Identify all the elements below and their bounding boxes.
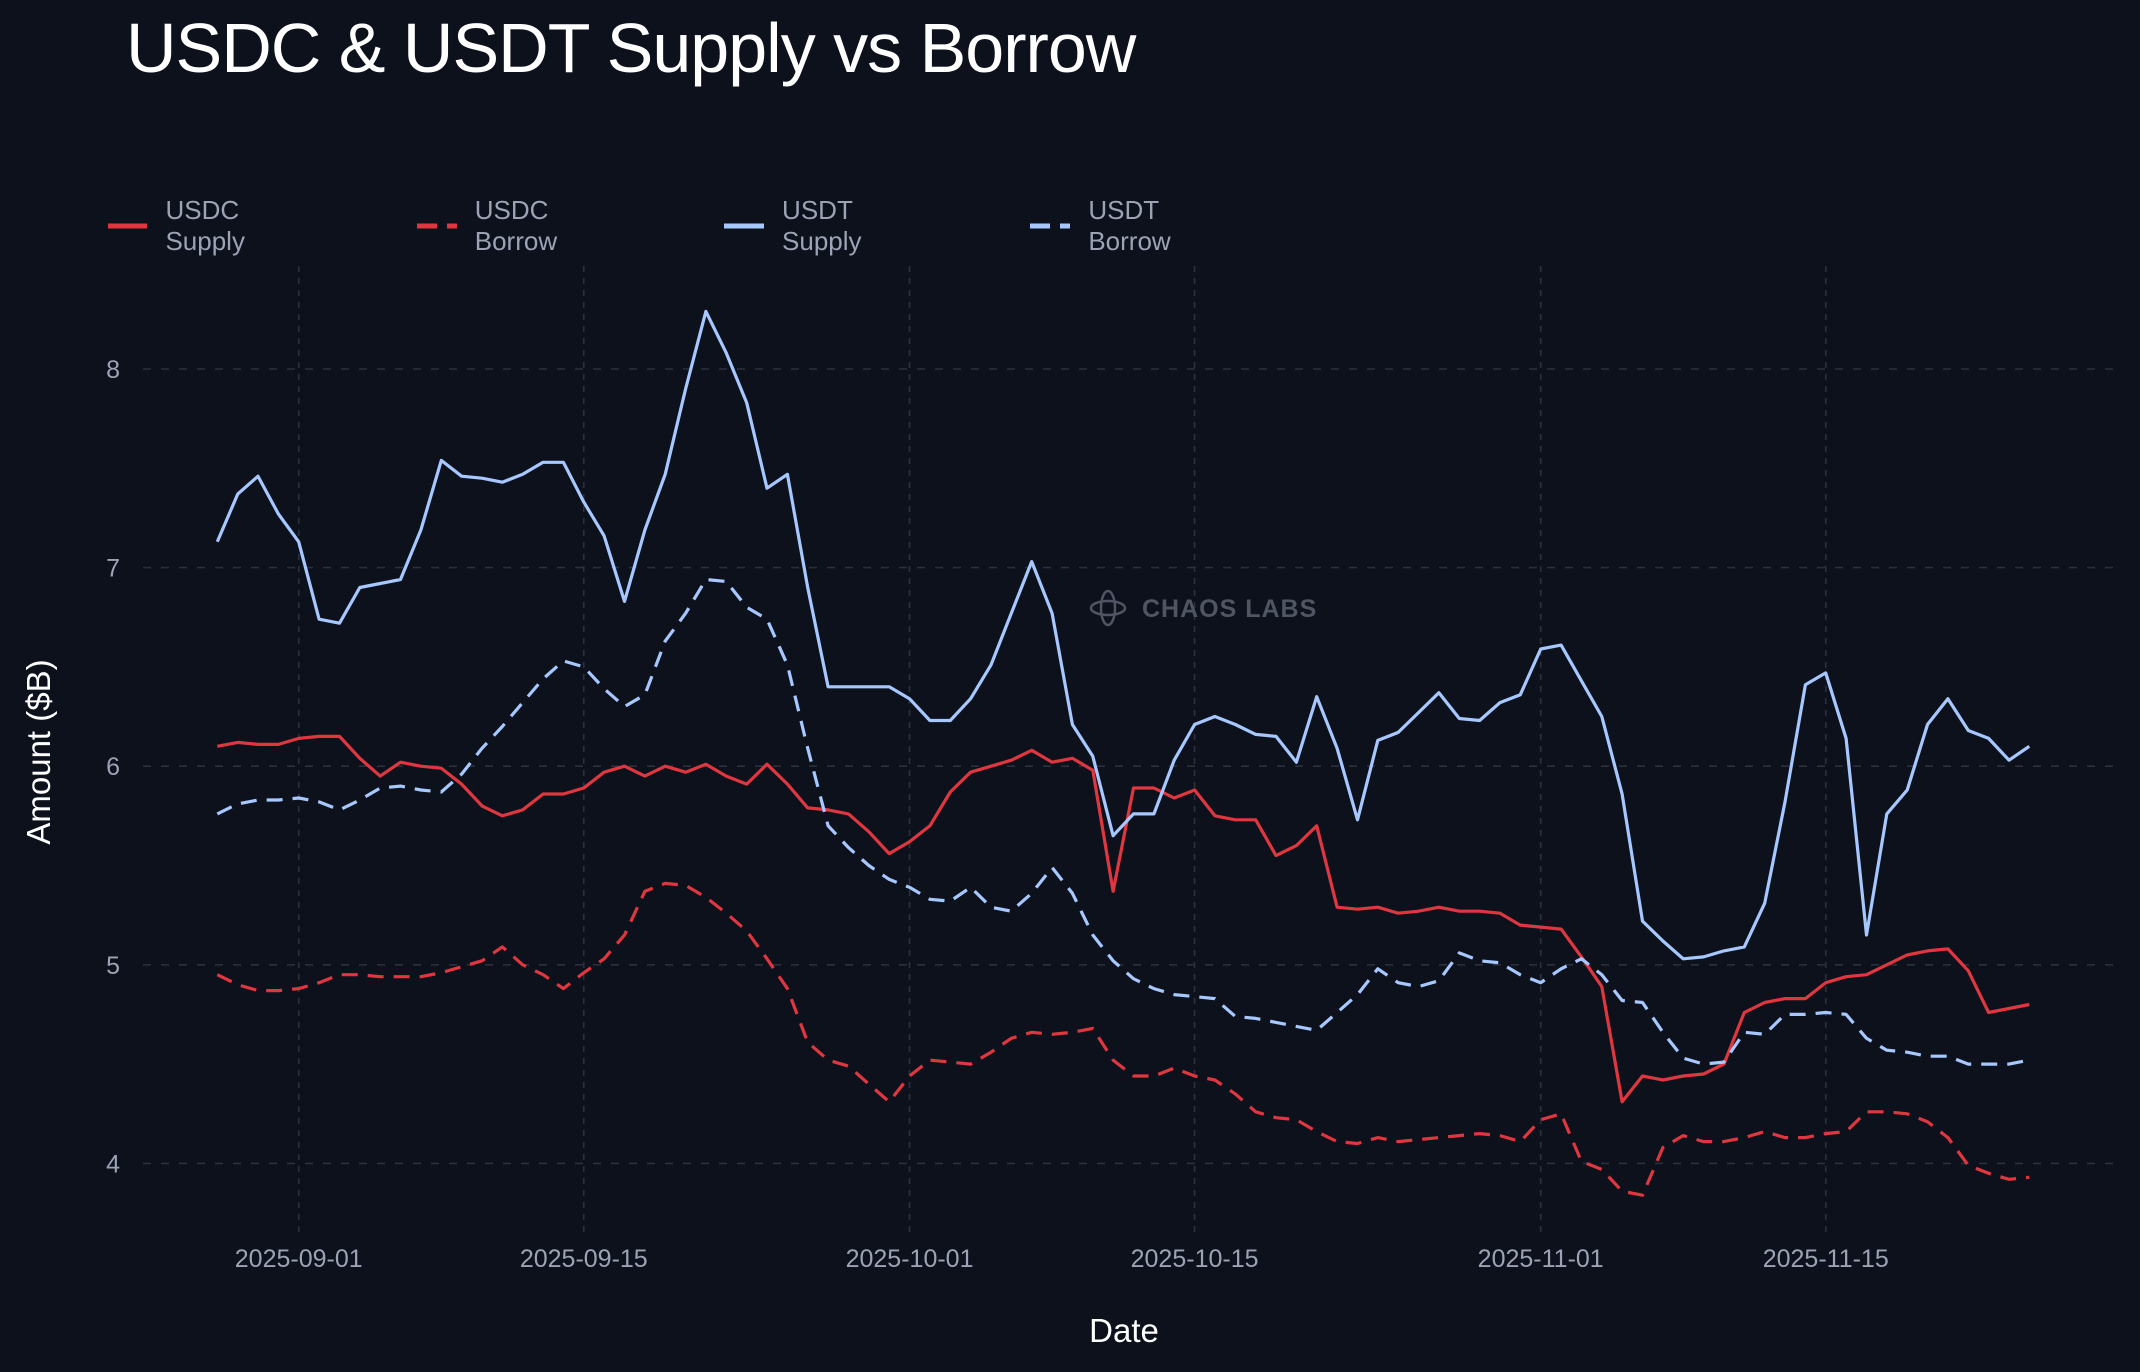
watermark-text: CHAOS LABS xyxy=(1142,595,1317,623)
legend-item-usdc-borrow[interactable]: USDC Borrow xyxy=(417,195,579,256)
watermark: CHAOS LABS xyxy=(1089,589,1317,627)
chaos-labs-logo-icon xyxy=(1089,589,1127,627)
series-line-usdt-supply xyxy=(215,309,2031,961)
legend-item-usdt-borrow[interactable]: USDT Borrow xyxy=(1030,195,1192,256)
legend-label: USDT Borrow xyxy=(1088,195,1171,256)
x-tick-label: 2025-10-01 xyxy=(846,1245,974,1273)
legend-label: USDT Supply xyxy=(782,195,862,256)
series-lines xyxy=(215,309,2031,1197)
legend-swatch-dashed xyxy=(1030,223,1071,229)
legend-label: USDC Borrow xyxy=(474,195,558,256)
legend-item-usdc-supply[interactable]: USDC Supply xyxy=(108,195,268,256)
legend-swatch-solid xyxy=(108,223,148,229)
y-axis-title: Amount ($B) xyxy=(20,659,57,844)
x-tick-labels: 2025-09-01 2025-09-15 2025-10-01 2025-10-15… xyxy=(235,1245,1889,1273)
y-tick-label: 7 xyxy=(106,555,120,583)
legend-label: USDC Supply xyxy=(165,195,245,256)
legend-item-usdt-supply[interactable]: USDT Supply xyxy=(724,195,884,256)
grid xyxy=(143,266,2115,1238)
x-tick-label: 2025-09-15 xyxy=(520,1245,648,1273)
y-tick-labels: 4 5 6 7 8 xyxy=(106,356,120,1178)
y-tick-label: 8 xyxy=(106,356,120,384)
legend-swatch-solid xyxy=(724,223,765,229)
legend-swatch-dashed xyxy=(417,223,457,229)
x-tick-label: 2025-11-01 xyxy=(1478,1245,1604,1273)
y-tick-label: 5 xyxy=(106,952,120,980)
x-tick-label: 2025-11-15 xyxy=(1763,1245,1889,1273)
series-line-usdt-borrow xyxy=(216,577,2030,1066)
x-tick-label: 2025-10-15 xyxy=(1131,1245,1259,1273)
chart-title: USDC & USDT Supply vs Borrow xyxy=(126,9,1136,87)
y-tick-label: 6 xyxy=(106,753,120,781)
series-line-usdc-supply xyxy=(216,734,2030,1104)
x-axis-title: Date xyxy=(1089,1312,1159,1349)
y-tick-label: 4 xyxy=(106,1150,120,1178)
x-tick-label: 2025-09-01 xyxy=(235,1245,363,1273)
series-line-usdc-borrow xyxy=(216,881,2030,1197)
